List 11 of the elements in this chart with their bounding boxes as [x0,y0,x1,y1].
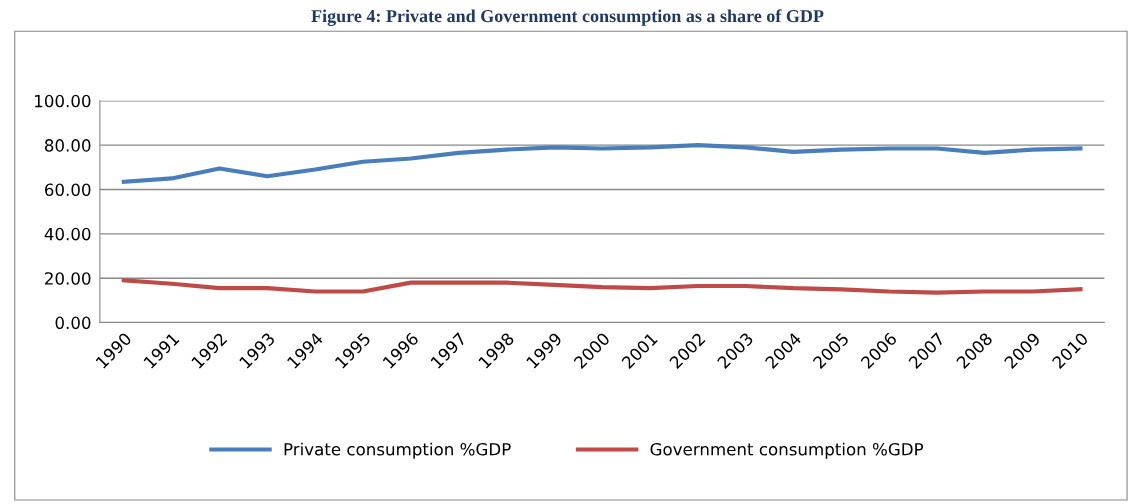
y-tick-label: 80.00 [44,139,91,152]
line-series [121,278,1083,295]
y-tick-label: 20.00 [45,272,91,285]
chart-title: Figure 4: Private and Government consumption as a share of GDP [311,9,824,26]
y-tick-label: 100.00 [35,94,91,108]
legend-label: Private consumption %GDP [284,442,511,459]
line-series [121,143,1083,184]
y-tick-label: 60.00 [45,183,91,197]
y-tick-label: 40.00 [44,227,91,241]
legend-label: Government consumption %GDP [650,442,924,459]
y-tick-label: 0.00 [55,316,91,330]
